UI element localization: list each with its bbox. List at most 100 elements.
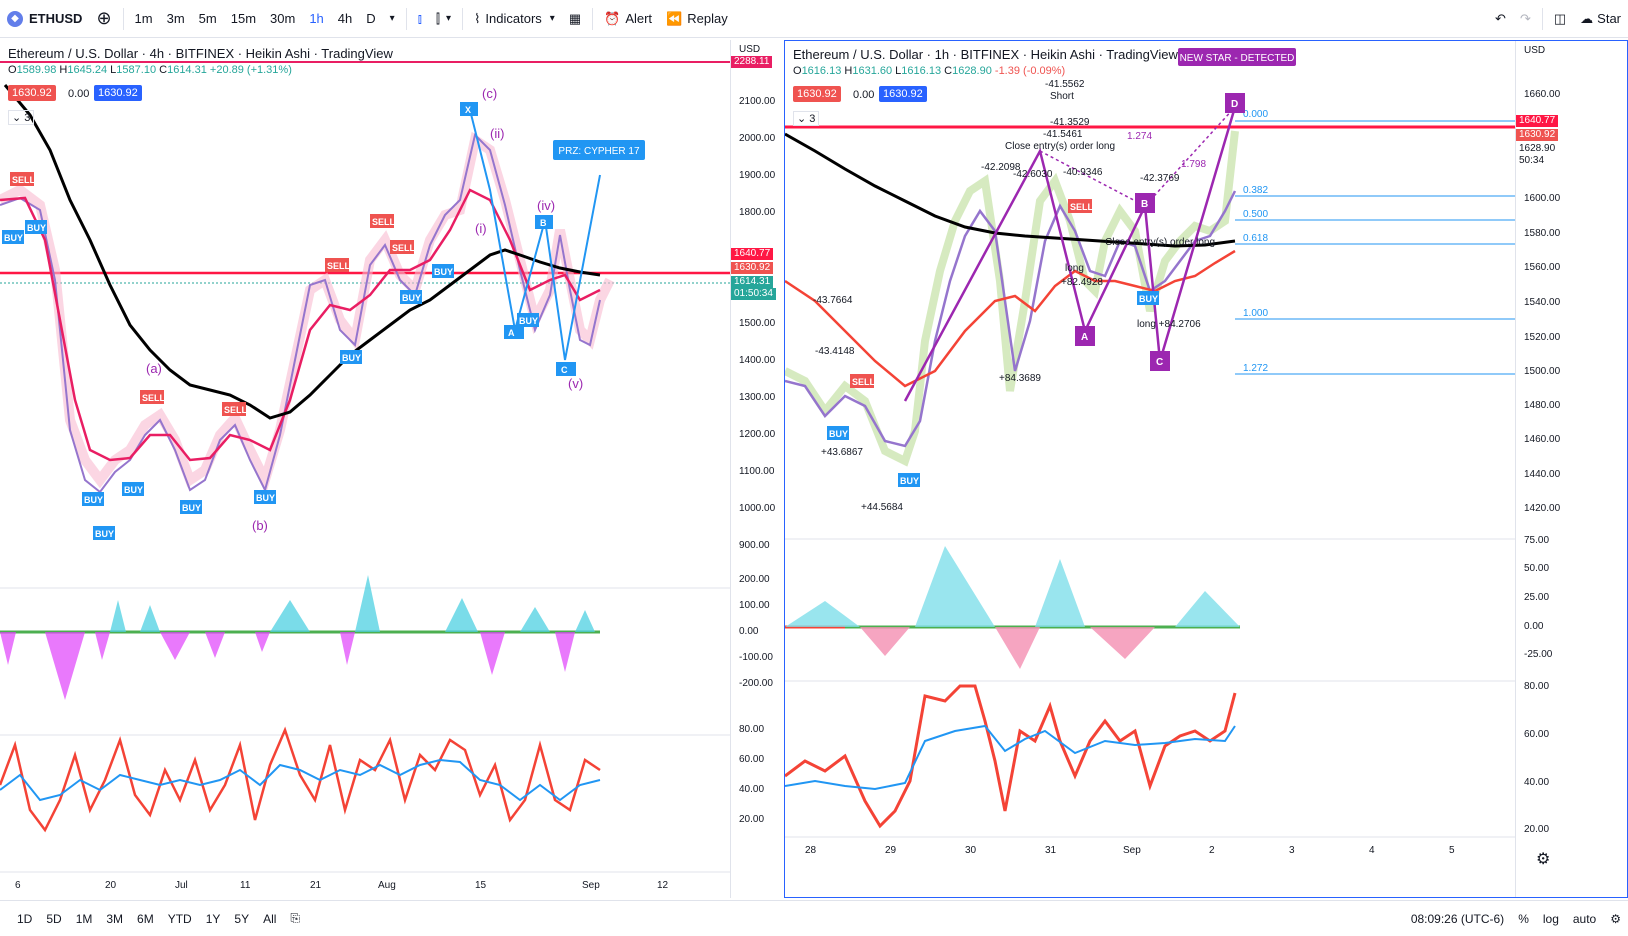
buy-marker-text: BUY: [95, 529, 114, 539]
right-chart-title: Ethereum / U.S. Dollar · 1h · BITFINEX ·…: [793, 47, 1178, 62]
price-tick: 1000.00: [739, 503, 776, 514]
osc-tick: 50.00: [1524, 563, 1550, 574]
sell-marker: [325, 258, 349, 272]
redo-button[interactable]: ↷: [1513, 0, 1538, 38]
annotation: -40.9346: [1063, 167, 1103, 178]
sell-marker: [370, 214, 394, 228]
range-5y[interactable]: 5Y: [234, 911, 250, 926]
ohlc-close: 1628.90: [952, 65, 992, 77]
settings-button[interactable]: ⚙: [1603, 912, 1628, 926]
timeframe-3m[interactable]: 3m: [166, 11, 185, 26]
range-5d[interactable]: 5D: [46, 911, 62, 926]
right-date-axis[interactable]: 28 29 30 31 Sep 2 3 4 5: [785, 837, 1515, 863]
left-chart-canvas[interactable]: PRZ: CYPHER 17 BUY BUY SELL BUY BUY BUY …: [0, 40, 760, 898]
sell-marker: [222, 402, 246, 416]
timeframe-30m[interactable]: 30m: [270, 11, 296, 26]
buy-marker: [400, 290, 422, 304]
go-to-date-button[interactable]: ⎘: [283, 911, 307, 926]
fib-labels: 0.000 0.382 0.500 0.618 1.000 1.272: [1243, 109, 1268, 374]
right-chart-panel[interactable]: 0.000 0.382 0.500 0.618 1.000 1.272 A B …: [784, 40, 1628, 898]
timeframe-1m[interactable]: 1m: [134, 11, 153, 26]
indicators-button[interactable]: ⌇ Indicators ▾: [467, 0, 562, 38]
layout-button[interactable]: ◫: [1547, 0, 1573, 38]
a-marker-text: A: [508, 328, 515, 338]
price-tick: 1540.00: [1524, 297, 1561, 308]
indicator-counter[interactable]: ⌄ 3: [793, 111, 820, 126]
sell-price-button[interactable]: 1630.92: [8, 85, 56, 101]
rsi-red-line: [0, 726, 601, 833]
spread-value: 0.00: [853, 89, 875, 101]
timeframe-5m[interactable]: 5m: [198, 11, 217, 26]
buy-price-button[interactable]: 1630.92: [94, 85, 142, 101]
templates-button[interactable]: ▦: [562, 0, 588, 38]
ohlc-change: +20.89 (+1.31%): [209, 64, 292, 76]
fib-label: 0.618: [1243, 233, 1268, 244]
compare-add-button[interactable]: ⊕: [96, 8, 112, 28]
ohlc-high: 1631.60: [852, 65, 893, 77]
left-ohlc-readout: O1589.98 H1645.24 L1587.10 C1614.31 +20.…: [8, 64, 292, 76]
sell-marker: [850, 374, 874, 388]
buy-marker: [254, 490, 276, 504]
sell-price-tag: 1630.92: [731, 262, 774, 274]
sell-marker: [390, 240, 414, 254]
auto-toggle[interactable]: auto: [1572, 911, 1597, 926]
indicator-counter[interactable]: ⌄ 3: [8, 110, 35, 125]
top-toolbar: ◆ ETHUSD ⊕ 1m 3m 5m 15m 30m 1h 4h D ▾ ⫾ …: [0, 0, 1628, 38]
start-button[interactable]: ☁ Star: [1573, 0, 1628, 38]
date-tick: Jul: [175, 880, 188, 891]
replay-label: Replay: [687, 11, 728, 26]
osc-tick: -200.00: [739, 678, 773, 689]
alert-button[interactable]: ⏰ Alert: [597, 0, 659, 38]
left-date-axis[interactable]: 6 20 Jul 11 21 Aug 15 Sep 12: [0, 872, 730, 898]
left-price-axis[interactable]: USD 2288.11 2100.00 2000.00 1900.00 1800…: [730, 40, 782, 898]
pattern-point-label: C: [1156, 357, 1163, 368]
range-6m[interactable]: 6M: [137, 911, 154, 926]
pattern-point-a: [1075, 326, 1095, 346]
clock-time[interactable]: 08:09:26 (UTC-6): [1410, 911, 1505, 926]
range-1m[interactable]: 1M: [75, 911, 93, 926]
symbol-selector[interactable]: ◆ ETHUSD: [0, 0, 89, 38]
annotation: +82.4928: [1061, 277, 1103, 288]
percent-toggle[interactable]: %: [1518, 911, 1529, 926]
range-all[interactable]: All: [263, 911, 277, 926]
rsi-tick: 20.00: [739, 814, 765, 825]
detected-banner-box: [1178, 48, 1296, 66]
pattern-point-label: A: [1081, 332, 1088, 343]
chart-type-button[interactable]: ⫾: [411, 0, 429, 38]
annotation: +43.6867: [821, 447, 863, 458]
date-tick: 2: [1209, 845, 1215, 856]
osc-tick: 75.00: [1524, 535, 1550, 546]
range-1y[interactable]: 1Y: [205, 911, 221, 926]
osc-tick: 25.00: [1524, 592, 1550, 603]
fib-retracement[interactable]: [1235, 120, 1515, 375]
date-tick: 20: [105, 880, 117, 891]
sell-price-button[interactable]: 1630.92: [793, 86, 841, 102]
annotation: -41.5461: [1043, 129, 1083, 140]
pattern-points[interactable]: A B C D: [1075, 93, 1245, 371]
separator: [122, 7, 124, 30]
timeframe-15m[interactable]: 15m: [230, 11, 257, 26]
timeframe-4h[interactable]: 4h: [337, 11, 353, 26]
undo-button[interactable]: ↶: [1488, 0, 1513, 38]
rsi-tick: 60.00: [1524, 729, 1550, 740]
range-1d[interactable]: 1D: [17, 911, 33, 926]
c-marker: [556, 362, 576, 376]
replay-button[interactable]: ⏪ Replay: [659, 0, 735, 38]
range-3m[interactable]: 3M: [106, 911, 124, 926]
separator: [1541, 7, 1543, 30]
timeframe-1h[interactable]: 1h: [309, 11, 324, 26]
left-chart-panel[interactable]: PRZ: CYPHER 17 BUY BUY SELL BUY BUY BUY …: [0, 40, 782, 898]
chart-style-button[interactable]: ⫿ ▾: [429, 0, 458, 38]
annotation: Close entry(s) order long: [1005, 141, 1115, 152]
right-price-axis[interactable]: USD 1660.00 1640.77 1630.92 1628.90 50:3…: [1515, 41, 1627, 897]
range-ytd[interactable]: YTD: [167, 911, 192, 926]
buy-marker: [432, 264, 454, 278]
timeframe-d[interactable]: D: [366, 11, 376, 26]
buy-price-button[interactable]: 1630.92: [879, 86, 927, 102]
grid-icon: ▦: [568, 10, 582, 26]
right-chart-canvas[interactable]: 0.000 0.382 0.500 0.618 1.000 1.272 A B …: [785, 41, 1515, 898]
annotation: -41.5562: [1045, 79, 1085, 90]
timeframe-dropdown[interactable]: ▾: [383, 0, 402, 38]
gear-icon[interactable]: ⚙: [1536, 851, 1551, 868]
log-toggle[interactable]: log: [1542, 911, 1559, 926]
